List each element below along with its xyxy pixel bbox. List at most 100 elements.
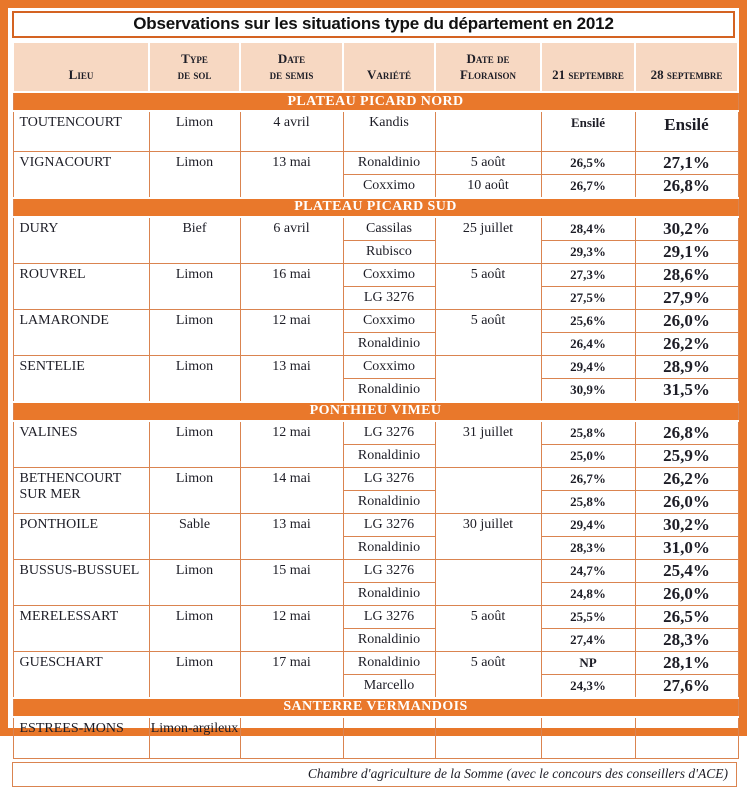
cell-21-septembre: 29,3% xyxy=(540,239,636,264)
section-band-label: SANTERRE VERMANDOIS xyxy=(12,696,739,718)
cell-sol: Limon xyxy=(148,354,241,402)
table-row: Rubisco 29,3% 29,1% xyxy=(13,239,739,264)
cell-floraison xyxy=(434,716,542,759)
table-row: DURY Bief 6 avril Cassilas 25 juillet 28… xyxy=(12,216,739,264)
table-row: VALINES Limon 12 mai LG 3276 31 juillet … xyxy=(12,420,739,468)
cell-28-septembre: 26,8% xyxy=(634,173,739,198)
cell-21-septembre: NP xyxy=(540,650,636,675)
cell-semis: 12 mai xyxy=(239,420,344,468)
cell-floraison: 25 juillet xyxy=(434,216,542,264)
section-band: PONTHIEU VIMEU xyxy=(12,400,739,422)
table-row: Ronaldinio 28,3% 31,0% xyxy=(13,535,739,560)
col-header-28-septembre: 28 septembre xyxy=(634,41,739,93)
cell-21-septembre: 24,8% xyxy=(540,581,636,606)
cell-lieu: MERELESSART xyxy=(12,604,150,652)
cell-semis: 13 mai xyxy=(239,150,344,198)
cell-sol: Limon-argileux xyxy=(148,716,241,759)
cell-21-septembre: 30,9% xyxy=(540,377,636,402)
cell-variete: Kandis xyxy=(342,110,436,152)
cell-floraison xyxy=(434,354,542,402)
table-row: Ronaldinio 24,8% 26,0% xyxy=(13,581,739,606)
cell-semis: 14 mai xyxy=(239,466,344,514)
cell-21-septembre xyxy=(540,716,636,759)
cell-28-septembre: 26,0% xyxy=(634,308,739,333)
cell-variete: Ronaldinio xyxy=(342,627,436,652)
cell-21-septembre: 25,8% xyxy=(540,489,636,514)
cell-28-septembre: 31,0% xyxy=(634,535,739,560)
cell-variete: LG 3276 xyxy=(342,420,436,445)
cell-semis: 13 mai xyxy=(239,354,344,402)
table-row: GUESCHART Limon 17 mai Ronaldinio 5 août… xyxy=(12,650,739,698)
col-header-21-septembre: 21 septembre xyxy=(540,41,636,93)
cell-semis: 12 mai xyxy=(239,604,344,652)
cell-sol: Limon xyxy=(148,466,241,514)
table-row: Ronaldinio 27,4% 28,3% xyxy=(13,627,739,652)
cell-floraison: 31 juillet xyxy=(434,420,542,468)
cell-28-septembre: 27,1% xyxy=(634,150,739,175)
cell-semis xyxy=(239,716,344,759)
cell-21-septembre: 26,4% xyxy=(540,331,636,356)
table-row: Ronaldinio 25,0% 25,9% xyxy=(13,443,739,468)
table-row: SENTELIE Limon 13 mai Coxximo 29,4% 28,9… xyxy=(12,354,739,402)
table-row: ESTREES-MONS Limon-argileux xyxy=(12,716,739,759)
cell-28-septembre: 26,2% xyxy=(634,466,739,491)
cell-21-septembre: 25,5% xyxy=(540,604,636,629)
section-band-label: PONTHIEU VIMEU xyxy=(12,400,739,422)
cell-variete: Coxximo xyxy=(342,262,436,287)
cell-21-septembre: 27,4% xyxy=(540,627,636,652)
cell-variete: Coxximo xyxy=(342,354,436,379)
cell-semis: 6 avril xyxy=(239,216,344,264)
cell-semis: 4 avril xyxy=(239,110,344,152)
table-row: LAMARONDE Limon 12 mai Coxximo 5 août 25… xyxy=(12,308,739,356)
cell-28-septembre: 30,2% xyxy=(634,512,739,537)
cell-28-septembre: 25,9% xyxy=(634,443,739,468)
cell-28-septembre: 25,4% xyxy=(634,558,739,583)
section-band-label: PLATEAU PICARD SUD xyxy=(12,196,739,218)
table-row: PONTHOILE Sable 13 mai LG 3276 30 juille… xyxy=(12,512,739,560)
col-header-variete: Variété xyxy=(342,41,436,93)
cell-lieu: GUESCHART xyxy=(12,650,150,698)
cell-variete: Marcello xyxy=(342,673,436,698)
col-header-lieu: Lieu xyxy=(12,41,150,93)
cell-21-septembre: Ensilé xyxy=(540,110,636,152)
cell-28-septembre xyxy=(634,716,739,759)
cell-floraison: 5 août xyxy=(434,604,542,652)
cell-21-septembre: 26,7% xyxy=(540,173,636,198)
source-credit: Chambre d'agriculture de la Somme (avec … xyxy=(12,762,737,787)
cell-semis: 15 mai xyxy=(239,558,344,606)
cell-floraison: 5 août xyxy=(434,150,542,175)
cell-sol: Limon xyxy=(148,308,241,356)
table-row: LG 3276 27,5% 27,9% xyxy=(13,285,739,310)
cell-sol: Limon xyxy=(148,150,241,198)
cell-28-septembre: 26,2% xyxy=(634,331,739,356)
cell-28-septembre: 27,6% xyxy=(634,673,739,698)
table-row: ROUVREL Limon 16 mai Coxximo 5 août 27,3… xyxy=(12,262,739,310)
cell-28-septembre: 30,2% xyxy=(634,216,739,241)
cell-lieu: ESTREES-MONS xyxy=(12,716,150,759)
cell-sol: Limon xyxy=(148,420,241,468)
cell-lieu: BETHENCOURT SUR MER xyxy=(12,466,150,514)
cell-variete: Coxximo xyxy=(342,308,436,333)
cell-28-septembre: 26,5% xyxy=(634,604,739,629)
cell-variete: Ronaldinio xyxy=(342,443,436,468)
header-row: Lieu Type de sol Date de semis Variété Dat… xyxy=(12,41,739,93)
table-row: MERELESSART Limon 12 mai LG 3276 5 août … xyxy=(12,604,739,652)
cell-variete: Ronaldinio xyxy=(342,489,436,514)
cell-variete: Ronaldinio xyxy=(342,650,436,675)
cell-28-septembre: 26,0% xyxy=(634,581,739,606)
cell-variete: LG 3276 xyxy=(342,558,436,583)
cell-variete: LG 3276 xyxy=(342,604,436,629)
cell-21-septembre: 28,3% xyxy=(540,535,636,560)
cell-28-septembre: 28,1% xyxy=(634,650,739,675)
cell-variete: LG 3276 xyxy=(342,285,436,310)
cell-sol: Limon xyxy=(148,110,241,152)
table-row: Marcello 24,3% 27,6% xyxy=(13,673,739,698)
cell-variete: LG 3276 xyxy=(342,512,436,537)
cell-21-septembre: 25,6% xyxy=(540,308,636,333)
cell-variete: Ronaldinio xyxy=(342,581,436,606)
table-row: Ronaldinio 26,4% 26,2% xyxy=(13,331,739,356)
cell-28-septembre: 28,3% xyxy=(634,627,739,652)
cell-sol: Limon xyxy=(148,604,241,652)
table-row: BETHENCOURT SUR MER Limon 14 mai LG 3276… xyxy=(12,466,739,514)
